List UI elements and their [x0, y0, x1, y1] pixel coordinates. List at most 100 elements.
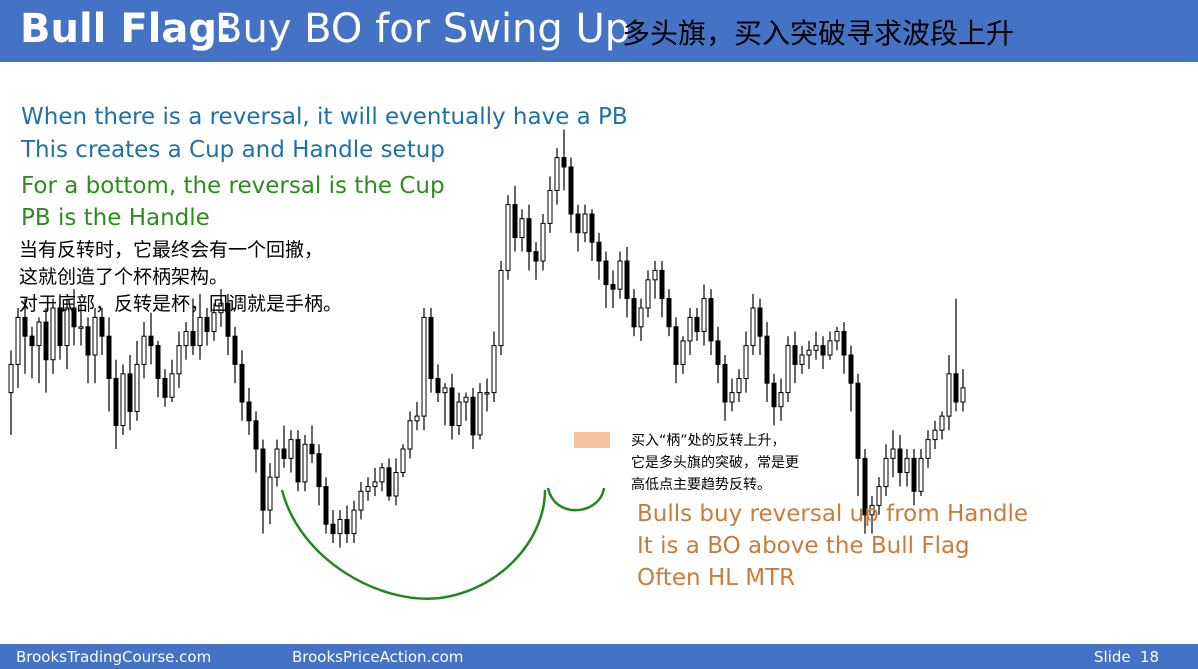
candle — [652, 261, 658, 299]
candle — [771, 373, 777, 426]
candle — [176, 331, 182, 388]
candle-body — [687, 316, 693, 342]
candle-body — [281, 448, 287, 459]
candle — [785, 336, 791, 402]
candle — [701, 284, 707, 346]
candle — [722, 355, 728, 421]
candle — [638, 298, 644, 341]
candle-body — [197, 316, 203, 347]
candle — [624, 246, 630, 318]
candle-body — [960, 387, 966, 403]
candle-body — [351, 509, 357, 535]
candle-body — [113, 378, 119, 426]
candle-body — [218, 302, 224, 314]
candle-body — [827, 340, 833, 356]
candle-body — [918, 457, 924, 492]
candle — [288, 430, 294, 473]
candle-body — [127, 373, 133, 412]
candle — [36, 317, 42, 384]
candle — [505, 195, 511, 280]
candle — [918, 449, 924, 496]
candle — [610, 270, 616, 308]
candle — [43, 308, 49, 393]
candle-body — [596, 241, 602, 262]
candle-body — [176, 345, 182, 375]
candle — [568, 157, 574, 233]
candle-body — [568, 166, 574, 215]
candle — [960, 369, 966, 412]
candle — [22, 298, 28, 374]
candle-body — [792, 345, 798, 365]
candle — [344, 505, 350, 543]
candle — [890, 430, 896, 478]
candle-body — [260, 448, 266, 511]
candle-body — [316, 453, 322, 488]
candle — [750, 293, 756, 355]
candle — [470, 387, 476, 449]
slide-title-chinese: 多头旗，买入突破寻求波段上升 — [622, 17, 1015, 50]
note-blue-2: This creates a Cup and Handle setup — [21, 137, 445, 163]
candle-body — [337, 519, 343, 535]
candle-body — [652, 269, 658, 281]
candle-body — [428, 316, 434, 379]
cup-curve — [280, 489, 547, 600]
candle — [554, 148, 560, 205]
candle-body — [876, 486, 882, 506]
candle-body — [323, 486, 329, 525]
candle — [71, 289, 77, 346]
candle-body — [267, 476, 273, 511]
candle — [519, 209, 525, 252]
note-green-2: PB is the Handle — [21, 205, 210, 231]
candle-body — [134, 363, 140, 412]
candle-body — [771, 382, 777, 408]
candle-body — [288, 439, 294, 459]
candle-body — [505, 204, 511, 271]
candle-body — [862, 457, 868, 516]
candle-body — [841, 331, 847, 356]
candle-body — [736, 378, 742, 394]
candle-body — [36, 321, 42, 347]
candle — [337, 510, 343, 548]
candle — [400, 444, 406, 478]
candle — [85, 317, 91, 384]
candle-body — [204, 316, 210, 332]
candle — [15, 308, 21, 388]
note-small-cn-3: 高低点主要趋势反转。 — [631, 477, 771, 493]
slide-number: 18 — [1140, 648, 1160, 666]
candle — [904, 449, 910, 487]
candle — [631, 289, 637, 337]
candle-body — [190, 331, 196, 347]
candle — [673, 317, 679, 384]
candle — [596, 232, 602, 280]
footer-link-brookstradingcourse[interactable]: BrooksTradingCourse.com — [16, 648, 212, 666]
candle-body — [57, 307, 63, 347]
candle-body — [232, 335, 238, 365]
candle-body — [449, 387, 455, 426]
candle — [218, 289, 224, 327]
candle — [225, 293, 231, 355]
candle — [603, 251, 609, 308]
candle — [127, 355, 133, 431]
candle-body — [946, 373, 952, 417]
candle-body — [169, 373, 175, 398]
candle-body — [806, 349, 812, 356]
candle-body — [617, 260, 623, 290]
candle-body — [911, 457, 917, 492]
candle-body — [820, 345, 826, 356]
handle-curve — [546, 487, 606, 512]
candle-body — [421, 316, 427, 417]
candle-body — [582, 213, 588, 234]
candle-body — [22, 316, 28, 337]
note-cn-3: 对于底部，反转是杯，回调就是手柄。 — [19, 293, 343, 315]
footer-link-brookspriceaction[interactable]: BrooksPriceAction.com — [292, 648, 464, 666]
candle-body — [50, 307, 56, 361]
candle — [589, 209, 595, 261]
candle — [617, 251, 623, 299]
candle — [736, 369, 742, 402]
candle-body — [400, 448, 406, 473]
candle-body — [442, 387, 448, 394]
candle — [883, 444, 889, 496]
candle — [323, 477, 329, 534]
candle-body — [799, 354, 805, 365]
candle-body — [211, 312, 217, 333]
